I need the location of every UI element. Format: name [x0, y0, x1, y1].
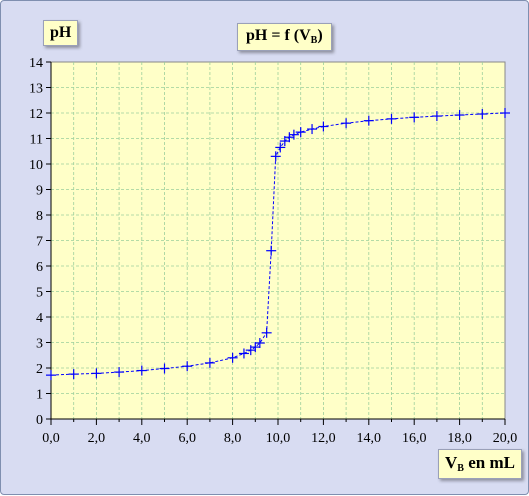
x-tick-label: 6,0 — [178, 431, 196, 446]
y-tick-label: 8 — [36, 209, 43, 224]
data-point — [454, 110, 465, 121]
chart-title-subscript: B — [310, 35, 318, 46]
data-point — [254, 338, 265, 349]
x-axis-label-main: V — [445, 453, 458, 472]
data-point — [159, 363, 170, 374]
data-point — [261, 327, 272, 338]
data-point — [270, 151, 281, 162]
data-point — [284, 132, 295, 143]
y-tick-label: 7 — [36, 235, 43, 250]
data-point — [238, 348, 249, 359]
y-tick-label: 9 — [36, 184, 43, 199]
chart-title: pH = f (VB) — [237, 23, 332, 51]
data-point — [114, 367, 125, 378]
data-point — [500, 108, 510, 118]
data-point — [307, 124, 318, 135]
data-point — [386, 113, 397, 124]
y-tick-label: 3 — [36, 337, 43, 352]
y-tick-label: 10 — [29, 158, 43, 173]
y-tick-label: 4 — [36, 311, 43, 326]
data-point — [295, 127, 306, 138]
x-tick-label: 18,0 — [447, 431, 472, 446]
y-tick-label: 12 — [29, 107, 43, 122]
data-point — [68, 369, 79, 380]
x-tick-label: 8,0 — [224, 431, 242, 446]
x-tick-label: 0,0 — [42, 431, 60, 446]
axes — [46, 61, 506, 425]
x-tick-label: 20,0 — [493, 431, 518, 446]
data-point — [288, 129, 299, 140]
data-point — [250, 342, 261, 353]
data-point — [431, 111, 442, 122]
data-point — [275, 142, 286, 153]
x-tick-label: 12,0 — [311, 431, 336, 446]
data-point — [204, 357, 215, 368]
y-tick-label: 13 — [29, 82, 43, 97]
y-tick-label: 5 — [36, 286, 43, 301]
data-point — [182, 361, 193, 372]
x-tick-label: 16,0 — [402, 431, 427, 446]
x-axis-label: VB en mL — [438, 449, 522, 479]
data-point — [409, 112, 420, 123]
data-point — [46, 370, 56, 381]
y-axis-label-text: pH — [50, 24, 72, 41]
grid-lines — [51, 62, 505, 419]
data-point — [266, 245, 277, 256]
data-point — [227, 352, 238, 363]
y-axis-label: pH — [43, 20, 79, 46]
data-point — [136, 365, 147, 376]
data-point — [363, 115, 374, 126]
chart-title-main: pH = f (V — [246, 27, 311, 44]
x-axis-label-end: en mL — [463, 453, 515, 472]
chart-title-end: ) — [317, 27, 323, 44]
data-point — [477, 109, 488, 120]
x-tick-label: 2,0 — [88, 431, 106, 446]
x-tick-label: 4,0 — [133, 431, 151, 446]
x-axis-label-subscript: B — [457, 463, 464, 474]
data-series — [46, 108, 510, 381]
x-tick-label: 10,0 — [266, 431, 291, 446]
y-tick-label: 11 — [30, 133, 43, 148]
y-tick-label: 1 — [36, 388, 43, 403]
y-tick-label: 0 — [36, 413, 43, 428]
data-point — [341, 118, 352, 129]
y-tick-label: 6 — [36, 260, 43, 275]
y-tick-label: 14 — [29, 56, 43, 71]
data-point — [91, 368, 102, 379]
x-tick-label: 14,0 — [357, 431, 382, 446]
y-tick-label: 2 — [36, 362, 43, 377]
data-point — [318, 121, 329, 132]
